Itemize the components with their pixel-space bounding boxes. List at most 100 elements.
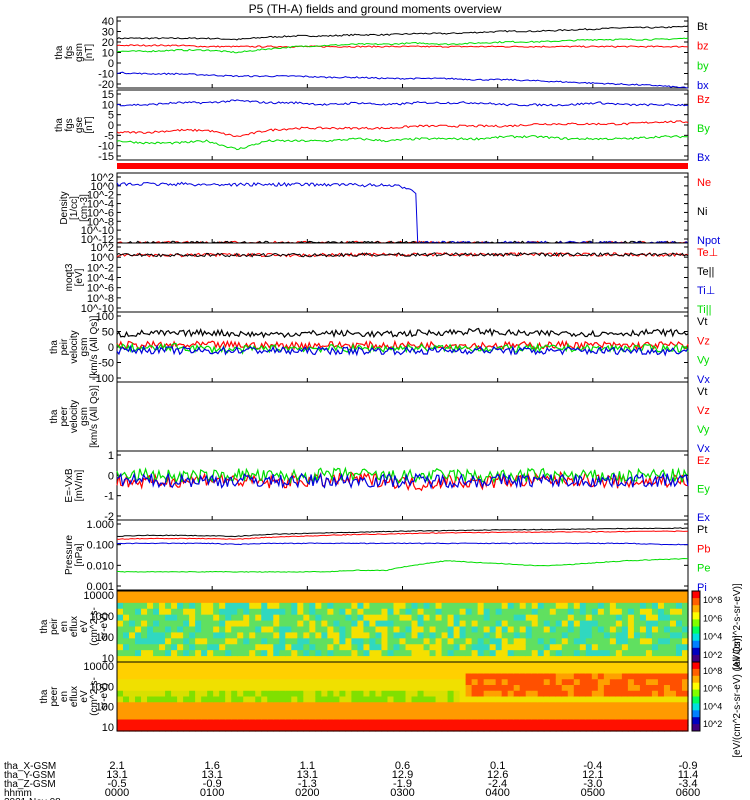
spectrogram-cell	[171, 591, 178, 598]
spectrogram-cell	[549, 656, 557, 663]
spectrogram-cell	[591, 667, 599, 675]
spectrogram-cell	[369, 719, 377, 726]
y-tick-label: 10000	[83, 661, 114, 673]
spectrogram-cell	[201, 632, 208, 639]
spectrogram-cell	[435, 702, 443, 709]
spectrogram-cell	[231, 725, 238, 732]
spectrogram-cell	[171, 596, 178, 604]
y-label-line: eV	[79, 690, 90, 703]
spectrogram-cell	[243, 638, 250, 645]
spectrogram-cell	[585, 725, 593, 732]
spectrogram-cell	[141, 696, 148, 703]
spectrogram-cell	[249, 690, 256, 698]
spectrogram-cell	[315, 632, 322, 639]
spectrogram-cell	[519, 662, 527, 669]
spectrogram-cell	[525, 719, 533, 726]
spectrogram-cell	[243, 690, 250, 698]
spectrogram-cell	[417, 632, 425, 639]
spectrogram-cell	[543, 656, 551, 663]
spectrogram-cell	[645, 626, 653, 634]
spectrogram-cell	[639, 656, 647, 663]
spectrogram-cell	[327, 690, 334, 698]
spectrogram-cell	[159, 608, 166, 616]
spectrogram-cell	[663, 673, 671, 680]
spectrogram-cell	[537, 702, 545, 709]
spectrogram-cell	[507, 632, 515, 639]
spectrogram-cell	[525, 662, 533, 669]
spectrogram-cell	[339, 679, 346, 686]
spectrogram-cell	[195, 673, 202, 680]
spectrogram-cell	[297, 725, 304, 732]
spectrogram-cell	[585, 685, 593, 692]
spectrogram-cell	[519, 690, 527, 698]
spectrogram-cell	[651, 713, 659, 721]
y-tick-label: 1000	[90, 611, 114, 623]
spectrogram-cell	[333, 719, 340, 726]
spectrogram-cell	[117, 725, 124, 732]
spectrogram-cell	[501, 685, 509, 692]
spectrogram-cell	[135, 725, 142, 732]
spectrogram-cell	[237, 690, 244, 698]
spectrogram-cell	[597, 632, 605, 639]
spectrogram-cell	[501, 713, 509, 721]
spectrogram-cell	[273, 696, 280, 703]
spectrogram-cell	[375, 673, 383, 680]
spectrogram-cell	[291, 673, 298, 680]
spectrogram-cell	[279, 632, 286, 639]
spectrogram-cell	[117, 708, 124, 715]
spectrogram-cell	[465, 702, 473, 709]
y-axis-label: E=-VxB [mV/m]	[64, 468, 85, 503]
spectrogram-cell	[393, 679, 401, 686]
legend-label: Vy	[697, 424, 710, 436]
spectrogram-cell	[459, 702, 467, 709]
y-label-line: Density	[59, 191, 70, 224]
spectrogram-cell	[567, 690, 575, 698]
spectrogram-cell	[345, 685, 353, 692]
spectrogram-cell	[291, 632, 298, 639]
spectrogram-cell	[447, 679, 455, 686]
spectrogram-cell	[165, 650, 172, 657]
spectrogram-cell	[123, 614, 130, 622]
spectrogram-cell	[357, 702, 365, 709]
spectrogram-cell	[381, 638, 389, 645]
legend-label: by	[697, 60, 709, 72]
spectrogram-cell	[609, 650, 617, 657]
spectrogram-cell	[657, 602, 665, 610]
spectrogram-cell	[465, 685, 473, 692]
spectrogram-cell	[681, 673, 689, 680]
spectrogram-cell	[333, 725, 340, 732]
spectrogram-cell	[321, 638, 328, 645]
spectrogram-cell	[249, 667, 256, 675]
spectrogram-cell	[579, 696, 587, 703]
spectrogram-cell	[429, 638, 437, 645]
spectrogram-cell	[537, 662, 545, 669]
spectrogram-cell	[555, 614, 563, 622]
spectrogram-cell	[459, 620, 467, 628]
spectrogram-cell	[609, 632, 617, 639]
spectrogram-cell	[303, 702, 310, 709]
legend-label: Te⊥	[697, 247, 718, 259]
spectrogram-cell	[651, 602, 659, 610]
spectrogram-cell	[309, 713, 316, 721]
spectrogram-cell	[171, 702, 178, 709]
spectrogram-cell	[501, 719, 509, 726]
spectrogram-cell	[141, 702, 148, 709]
spectrogram-cell	[555, 656, 563, 663]
spectrogram-cell	[243, 702, 250, 709]
spectrogram-cell	[447, 602, 455, 610]
spectrogram-cell	[681, 719, 689, 726]
spectrogram-cell	[393, 667, 401, 675]
spectrogram-cell	[345, 690, 353, 698]
spectrogram-cell	[633, 650, 641, 657]
spectrogram-cell	[261, 725, 268, 732]
spectrogram-cell	[129, 667, 136, 675]
spectrogram-cell	[639, 662, 647, 669]
spectrogram-cell	[591, 708, 599, 715]
spectrogram-cell	[285, 725, 292, 732]
spectrogram-cell	[315, 638, 322, 645]
spectrogram-cell	[363, 644, 371, 651]
spectrogram-cell	[291, 650, 298, 657]
spectrogram-cell	[153, 644, 160, 651]
spectrogram-cell	[327, 596, 334, 604]
spectrogram-cell	[675, 725, 683, 732]
